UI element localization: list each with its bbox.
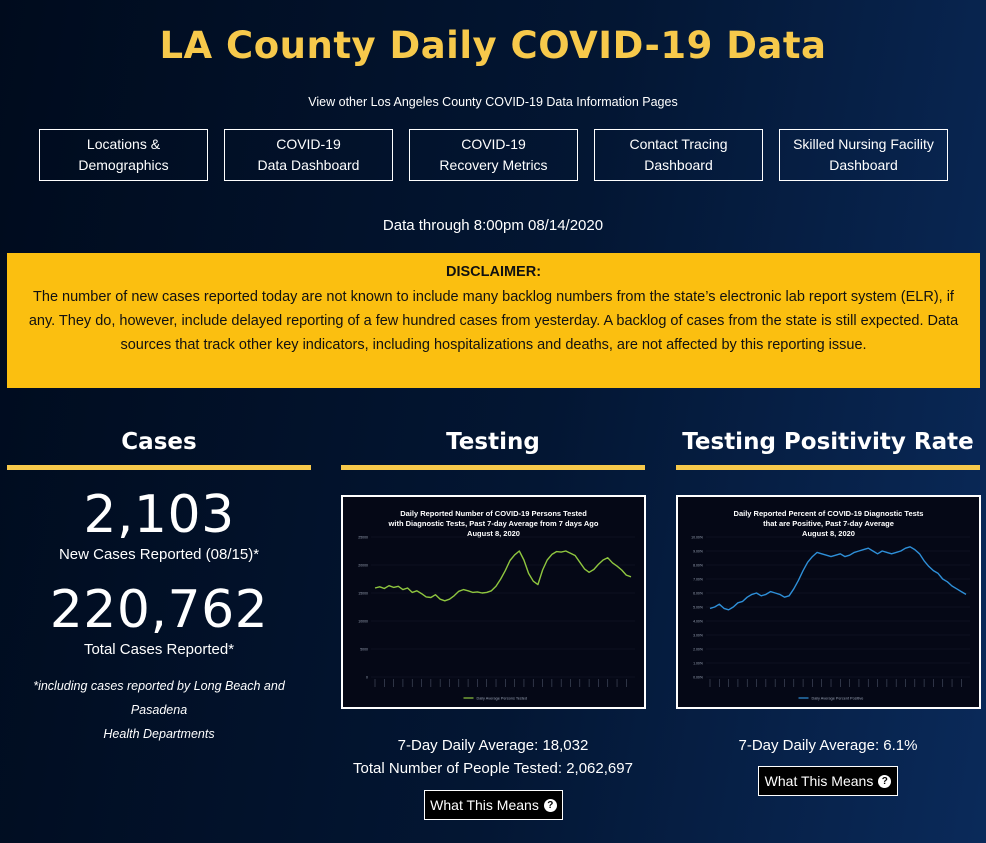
new-cases-value: 2,103 — [83, 485, 235, 545]
positivity-divider — [676, 465, 980, 470]
chart-y-tick-label: 2.00% — [693, 648, 703, 652]
chart-y-tick-label: 1.00% — [693, 662, 703, 666]
chart-y-tick-label: 5.00% — [693, 606, 703, 610]
nav-skilled-nursing-button[interactable]: Skilled Nursing Facility Dashboard — [779, 129, 948, 181]
testing-what-this-means-button[interactable]: What This Means ? — [424, 790, 563, 820]
disclaimer-banner: DISCLAIMER: The number of new cases repo… — [7, 253, 980, 388]
positivity-title: Testing Positivity Rate — [682, 429, 974, 455]
testing-average: 7-Day Daily Average: 18,032 — [397, 737, 589, 754]
chart-y-tick-label: 20000 — [358, 564, 368, 568]
nav-locations-demographics-button[interactable]: Locations & Demographics — [39, 129, 208, 181]
positivity-button-label: What This Means — [764, 773, 874, 789]
chart-title-line: with Diagnostic Tests, Past 7-day Averag… — [388, 519, 599, 528]
data-updated-text: Data through 8:00pm 08/14/2020 — [382, 217, 604, 234]
chart-title-line: August 8, 2020 — [467, 529, 520, 538]
chart-series-line — [374, 550, 632, 602]
testing-divider — [341, 465, 645, 470]
positivity-chart[interactable]: Daily Reported Percent of COVID-19 Diagn… — [676, 495, 981, 709]
chart-y-tick-label: 4.00% — [693, 620, 703, 624]
positivity-average: 7-Day Daily Average: 6.1% — [738, 737, 918, 754]
nav-button-label: Dashboard — [829, 157, 898, 173]
nav-button-label: Demographics — [78, 157, 169, 173]
chart-y-tick-label: 9.00% — [693, 550, 703, 554]
chart-y-tick-label: 8.00% — [693, 564, 703, 568]
total-cases-label: Total Cases Reported* — [83, 641, 235, 658]
cases-footnote-line: Health Departments — [103, 727, 215, 741]
total-cases-value: 220,762 — [49, 580, 269, 640]
testing-total: Total Number of People Tested: 2,062,697 — [353, 760, 633, 777]
nav-button-label: Contact Tracing — [629, 136, 728, 152]
nav-button-label: Data Dashboard — [257, 157, 360, 173]
nav-button-label: Dashboard — [644, 157, 713, 173]
testing-button-label: What This Means — [430, 797, 539, 813]
chart-y-tick-label: 5000 — [360, 648, 368, 652]
chart-legend-label: Daily Average Percent Positive — [812, 697, 864, 701]
cases-footnote: *including cases reported by Long Beach … — [7, 674, 311, 746]
chart-title-line: Daily Reported Percent of COVID-19 Diagn… — [734, 509, 924, 518]
nav-contact-tracing-button[interactable]: Contact Tracing Dashboard — [594, 129, 763, 181]
nav-buttons: Locations & Demographics COVID-19 Data Das… — [39, 129, 948, 181]
chart-y-tick-label: 10000 — [358, 620, 368, 624]
testing-chart-svg: Daily Reported Number of COVID-19 Person… — [358, 509, 635, 701]
chart-y-tick-label: 10.00% — [691, 536, 703, 540]
chart-title-line: August 8, 2020 — [802, 529, 855, 538]
nav-button-label: Locations & — [86, 136, 161, 152]
cases-divider — [7, 465, 311, 470]
cases-title: Cases — [121, 429, 197, 455]
chart-y-tick-label: 0 — [366, 676, 368, 680]
nav-button-label: COVID-19 — [461, 136, 526, 152]
cases-section: Cases 2,103 New Cases Reported (08/15)* … — [7, 424, 311, 746]
disclaimer-title: DISCLAIMER: — [445, 264, 542, 280]
nav-button-label: COVID-19 — [276, 136, 341, 152]
positivity-what-this-means-button[interactable]: What This Means ? — [758, 766, 898, 796]
nav-data-dashboard-button[interactable]: COVID-19 Data Dashboard — [224, 129, 393, 181]
page-title: LA County Daily COVID-19 Data — [159, 24, 827, 67]
chart-title-line: that are Positive, Past 7-day Average — [763, 519, 894, 528]
chart-y-tick-label: 25000 — [358, 536, 368, 540]
testing-chart[interactable]: Daily Reported Number of COVID-19 Person… — [341, 495, 646, 709]
nav-recovery-metrics-button[interactable]: COVID-19 Recovery Metrics — [409, 129, 578, 181]
positivity-section: Testing Positivity Rate — [676, 424, 980, 470]
chart-y-tick-label: 7.00% — [693, 578, 703, 582]
new-cases-label: New Cases Reported (08/15)* — [58, 546, 260, 563]
cases-footnote-line: *including cases reported by Long Beach … — [33, 679, 285, 717]
positivity-chart-svg: Daily Reported Percent of COVID-19 Diagn… — [691, 509, 970, 701]
question-circle-icon: ? — [543, 798, 557, 812]
chart-title-line: Daily Reported Number of COVID-19 Person… — [400, 509, 587, 518]
testing-title: Testing — [446, 429, 540, 455]
chart-series-line — [709, 546, 967, 611]
chart-y-tick-label: 3.00% — [693, 634, 703, 638]
chart-y-tick-label: 6.00% — [693, 592, 703, 596]
nav-button-label: Recovery Metrics — [439, 157, 548, 173]
question-circle-icon: ? — [878, 774, 892, 788]
chart-legend-label: Daily Average Persons Tested — [477, 697, 528, 701]
nav-button-label: Skilled Nursing Facility — [793, 136, 934, 152]
testing-section: Testing — [341, 424, 645, 470]
chart-y-tick-label: 0.00% — [693, 676, 703, 680]
chart-y-tick-label: 15000 — [358, 592, 368, 596]
page-subtitle: View other Los Angeles County COVID-19 D… — [308, 95, 678, 109]
disclaimer-text: The number of new cases reported today a… — [28, 289, 959, 353]
